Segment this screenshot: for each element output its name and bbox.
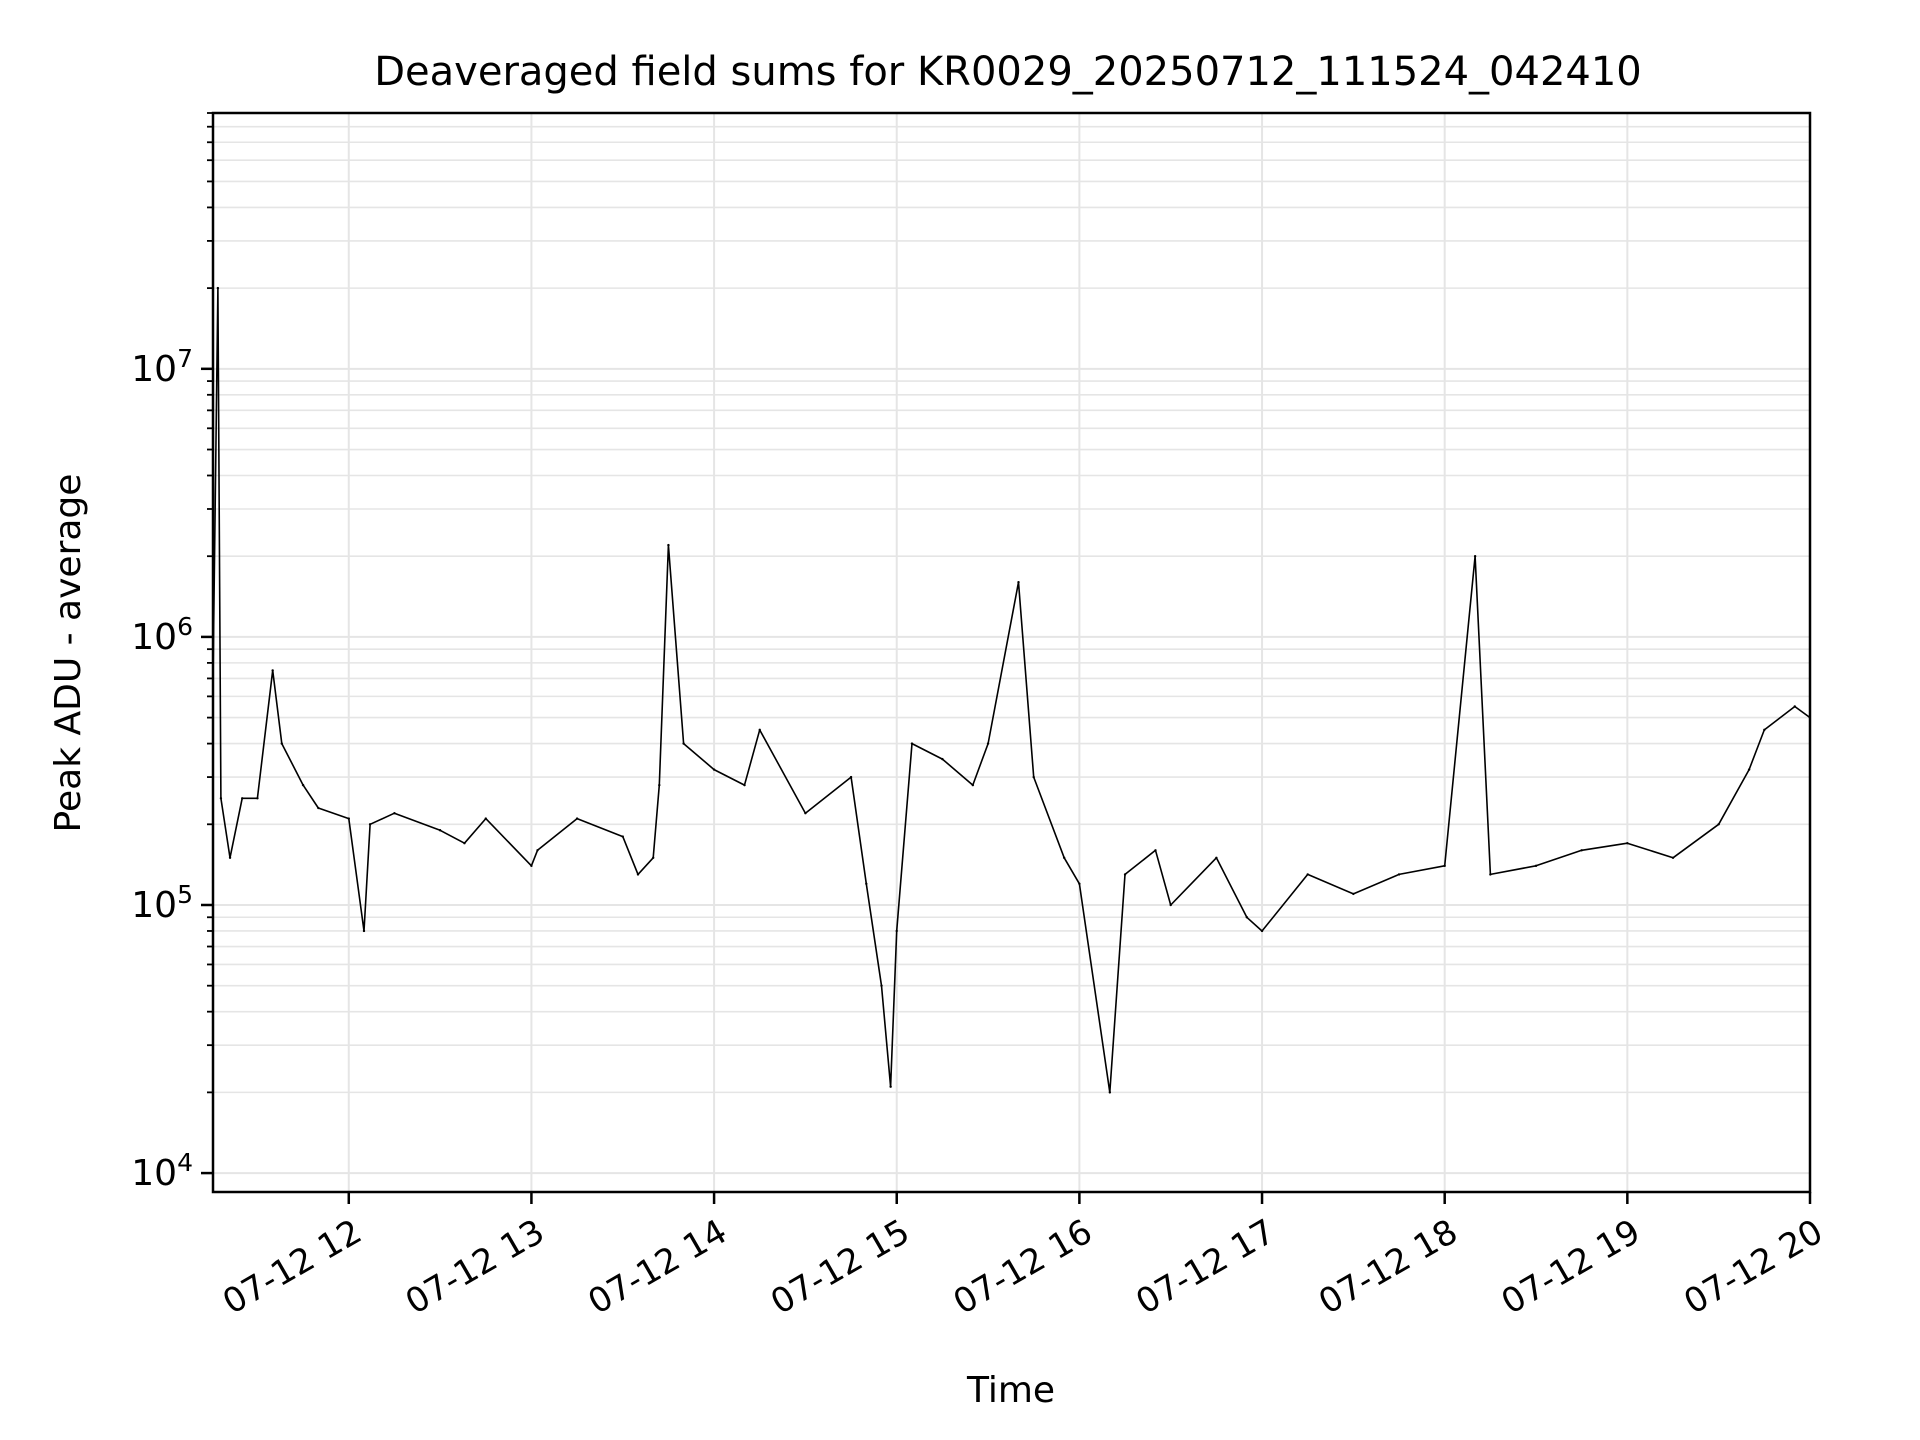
- data-point: [658, 783, 661, 787]
- data-point: [1215, 856, 1218, 859]
- data-point: [1245, 916, 1249, 919]
- data-point: [1534, 864, 1538, 868]
- data-point: [1062, 856, 1066, 859]
- plot-frame: [211, 111, 1812, 1194]
- data-point: [393, 811, 396, 815]
- data-point: [1763, 728, 1766, 732]
- data-point: [368, 823, 372, 826]
- data-point: [438, 829, 442, 832]
- data-point: [280, 742, 283, 745]
- chart-title: Deaveraged field sums for KR0029_2025071…: [374, 49, 1642, 95]
- data-point: [228, 856, 232, 859]
- data-point: [216, 286, 220, 290]
- data-point: [1397, 873, 1401, 876]
- y-axis-label: Peak ADU - average: [48, 474, 89, 833]
- data-point: [530, 864, 533, 868]
- data-point: [301, 783, 305, 787]
- data-point: [1154, 849, 1157, 852]
- data-point: [941, 757, 944, 761]
- data-point: [804, 811, 807, 815]
- x-axis-label: Time: [966, 1370, 1055, 1411]
- data-point: [536, 849, 539, 852]
- data-point: [1260, 929, 1264, 933]
- data-point: [865, 882, 868, 885]
- data-point: [1473, 555, 1477, 558]
- data-point: [1580, 849, 1583, 852]
- data-point: [1717, 823, 1720, 826]
- data-point: [636, 873, 640, 876]
- y-tick-label: 106: [131, 612, 193, 658]
- data-point: [910, 742, 914, 745]
- data-point: [347, 817, 350, 820]
- data-point: [889, 1085, 892, 1088]
- data-point: [256, 797, 259, 800]
- data-point: [712, 768, 716, 771]
- data-point: [895, 929, 898, 933]
- data-point: [575, 817, 579, 820]
- data-point: [621, 835, 624, 838]
- series-layer: [213, 286, 1810, 1094]
- data-point: [1793, 705, 1796, 708]
- data-point: [271, 669, 274, 672]
- data-point: [1671, 856, 1675, 859]
- data-point: [463, 842, 466, 845]
- data-point: [1078, 882, 1081, 885]
- data-point: [1352, 892, 1355, 896]
- data-point: [1626, 842, 1629, 845]
- data-point: [758, 728, 761, 732]
- data-point: [1489, 873, 1492, 876]
- data-point: [317, 806, 320, 810]
- data-point: [1169, 903, 1172, 907]
- data-point: [241, 797, 244, 800]
- data-point: [667, 543, 670, 547]
- data-point: [1443, 864, 1446, 868]
- y-tick-label: 107: [131, 344, 193, 390]
- y-tick-label: 105: [131, 880, 193, 926]
- data-point: [682, 742, 685, 745]
- data-point: [986, 742, 990, 745]
- data-point: [849, 775, 853, 779]
- data-point: [1306, 873, 1309, 876]
- data-point: [743, 783, 746, 787]
- data-point: [1032, 775, 1035, 779]
- data-point: [1108, 1091, 1112, 1094]
- data-point: [1017, 580, 1020, 584]
- data-point: [1747, 768, 1751, 771]
- data-point: [651, 856, 655, 859]
- data-point: [971, 783, 975, 787]
- y-tick-label: 104: [131, 1148, 193, 1194]
- data-point: [880, 984, 883, 987]
- data-point: [1123, 873, 1127, 876]
- data-point: [484, 817, 487, 820]
- data-point: [219, 797, 223, 800]
- data-point: [362, 929, 366, 933]
